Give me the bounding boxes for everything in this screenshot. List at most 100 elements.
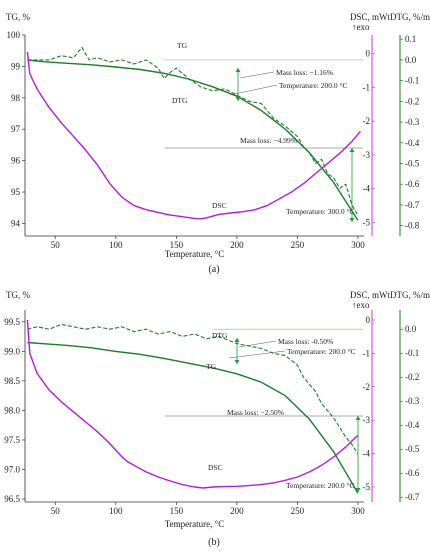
temperature-1-label: Temperature: 200.0 °C	[287, 347, 356, 356]
dsc-tick-label: -1	[363, 82, 371, 92]
x-tick-label: 300	[351, 506, 365, 516]
tg-tick-label: 96.5	[4, 494, 20, 504]
mass-loss-1-label: Mass loss: −1.16%	[276, 68, 333, 77]
dtg-axis-title: DTG, %/min	[390, 12, 430, 22]
tg-tick-label: 94	[11, 218, 21, 228]
dtg-tick-label: 0.0	[405, 324, 417, 334]
leader-line	[238, 340, 277, 348]
dtg-tick-label: -0.2	[405, 96, 419, 106]
tg-axis-title: TG, %	[6, 290, 30, 300]
dtg-series-line	[27, 46, 359, 216]
dtg-tick-label: 0.1	[405, 34, 416, 44]
dtg-axis-title: DTG, %/min	[390, 290, 430, 300]
panel-b: TG, % DSC, mWt↑exo DTG, %/min Temperature, …	[4, 290, 430, 548]
dtg-tick-label: -0.4	[405, 420, 420, 430]
mass-loss-arrow-2-head-top	[355, 416, 361, 420]
dtg-tick-label: -0.3	[405, 117, 420, 127]
leader-line	[228, 350, 286, 359]
dtg-tick-label: -0.6	[405, 179, 420, 189]
dsc-series-label: DSC	[208, 463, 223, 472]
x-tick-label: 100	[109, 506, 123, 516]
x-tick-label: 300	[351, 240, 365, 250]
dsc-tick-label: -3	[363, 415, 371, 425]
dtg-series-line	[27, 323, 359, 455]
dtg-series-label: DTG	[172, 96, 188, 105]
dsc-tick-label: 0	[366, 49, 371, 59]
tg-tick-label: 97.5	[4, 435, 20, 445]
x-tick-label: 150	[170, 240, 184, 250]
mass-loss-arrow-2-head-bottom	[355, 488, 361, 492]
exo-label: ↑exo	[352, 300, 370, 310]
dtg-tick-label: -0.7	[405, 492, 420, 502]
temperature-2-label: Temperature: 200.0 °C	[286, 481, 355, 490]
dsc-series-line	[26, 51, 361, 220]
panel-a: TG, % DSC, mWt↑exo DTG, %/min Temperature, …	[6, 12, 430, 275]
x-tick-label: 200	[230, 506, 244, 516]
dsc-tick-label: -5	[363, 217, 371, 227]
x-tick-label: 50	[51, 506, 61, 516]
dsc-tick-label: -1	[363, 348, 371, 358]
tg-tick-label: 99.0	[4, 346, 20, 356]
dsc-tick-label: -2	[363, 116, 371, 126]
dtg-series-label: DTG	[212, 331, 228, 340]
tg-tick-label: 95	[11, 187, 21, 197]
dsc-tick-label: -4	[363, 184, 371, 194]
tg-tick-label: 98.0	[4, 405, 20, 415]
mass-loss-arrow-1-head-bottom	[234, 360, 240, 364]
mass-loss-arrow-1-head-top	[235, 68, 241, 72]
leader-line	[239, 71, 275, 79]
tg-axis-title: TG, %	[6, 12, 30, 22]
dsc-tick-label: -2	[363, 382, 371, 392]
mass-loss-arrow-2-head-bottom	[349, 218, 355, 222]
dtg-tick-label: -0.1	[405, 348, 419, 358]
x-axis-title: Temperature, °C	[165, 249, 224, 259]
tg-tick-label: 98	[11, 93, 21, 103]
dsc-axis-title: DSC, mWt	[350, 290, 391, 300]
mass-loss-2-label: Mass loss: −2.50%	[227, 408, 284, 417]
x-axis-title: Temperature, °C	[165, 519, 224, 529]
dsc-tick-label: -3	[363, 150, 371, 160]
temperature-2-label: Temperature: 300.0 °C	[286, 207, 355, 216]
mass-loss-arrow-1-head-top	[234, 338, 240, 342]
x-tick-label: 250	[291, 240, 305, 250]
dsc-series-label: DSC	[212, 201, 227, 210]
dtg-tick-label: -0.8	[405, 221, 420, 231]
tg-tick-label: 97.0	[4, 465, 20, 475]
tg-tick-label: 99	[11, 61, 21, 71]
x-tick-label: 250	[291, 506, 305, 516]
exo-label: ↑exo	[352, 22, 370, 32]
dtg-tick-label: -0.6	[405, 468, 420, 478]
x-tick-label: 150	[170, 506, 184, 516]
temperature-1-label: Temperature: 200.0 °C	[279, 81, 348, 90]
dsc-tick-label: 0	[366, 315, 371, 325]
tg-series-label: TG	[206, 362, 217, 371]
dtg-tick-label: -0.5	[405, 158, 420, 168]
tg-tick-label: 96	[11, 156, 21, 166]
leader-line	[229, 84, 278, 96]
x-tick-label: 200	[230, 240, 244, 250]
dtg-tick-label: -0.3	[405, 396, 420, 406]
dtg-tick-label: -0.4	[405, 138, 420, 148]
mass-loss-arrow-1-head-bottom	[235, 97, 241, 101]
tg-tick-label: 97	[11, 124, 21, 134]
tg-tick-label: 99.5	[4, 317, 20, 327]
tg-tick-label: 100	[7, 30, 21, 40]
dtg-tick-label: -0.1	[405, 76, 419, 86]
dsc-axis-title: DSC, mWt	[350, 12, 391, 22]
dtg-tick-label: -0.5	[405, 444, 420, 454]
dsc-tick-label: -4	[363, 449, 371, 459]
dtg-tick-label: 0.0	[405, 55, 417, 65]
mass-loss-1-label: Mass loss: -0.50%	[278, 337, 333, 346]
dsc-tick-label: -5	[363, 482, 371, 492]
mass-loss-2-label: Mass loss: −4.99%	[240, 136, 297, 145]
dtg-tick-label: -0.7	[405, 200, 420, 210]
tg-series-label: TG	[177, 41, 188, 50]
x-tick-label: 50	[51, 240, 61, 250]
dtg-tick-label: -0.2	[405, 372, 419, 382]
tg-tick-label: 98.5	[4, 376, 20, 386]
tg-series-line	[27, 341, 359, 494]
dsc-series-line	[26, 319, 359, 489]
mass-loss-arrow-2-head-top	[349, 148, 355, 152]
